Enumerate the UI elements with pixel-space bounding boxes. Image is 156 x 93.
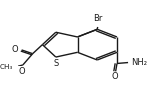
- Text: O: O: [19, 67, 25, 76]
- Text: O: O: [12, 45, 19, 54]
- Text: O: O: [112, 72, 118, 81]
- Text: Br: Br: [93, 14, 103, 23]
- Text: CH₃: CH₃: [0, 64, 13, 70]
- Text: NH₂: NH₂: [132, 58, 148, 67]
- Text: S: S: [54, 59, 59, 68]
